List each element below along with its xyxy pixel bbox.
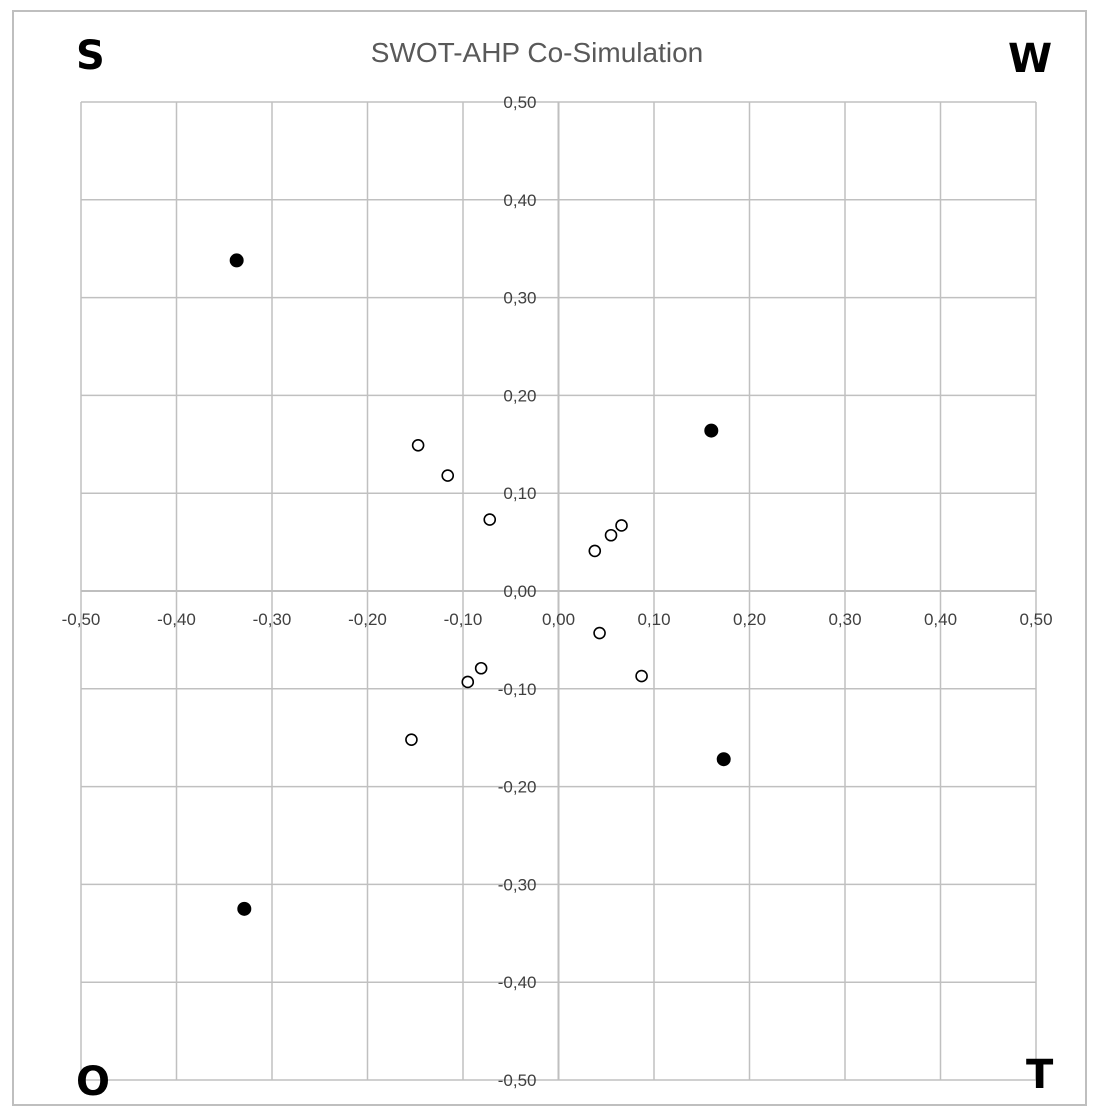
data-point-filled <box>237 901 252 916</box>
chart-title: SWOT-AHP Co-Simulation <box>371 37 703 68</box>
data-point-hollow <box>405 733 418 746</box>
y-tick-label: -0,30 <box>498 875 537 894</box>
data-point-filled <box>704 423 719 438</box>
y-tick-label: 0,40 <box>503 191 536 210</box>
x-tick-label: -0,10 <box>444 610 483 629</box>
x-tick-label: 0,50 <box>1019 610 1052 629</box>
data-point-hollow <box>615 519 628 532</box>
x-tick-label: -0,50 <box>62 610 101 629</box>
x-tick-label: -0,40 <box>157 610 196 629</box>
x-tick-label: 0,30 <box>828 610 861 629</box>
data-point-hollow <box>635 669 648 683</box>
y-tick-label: 0,10 <box>503 484 536 503</box>
data-points <box>229 253 731 916</box>
chart-frame: -0,50 -0,40 -0,30 -0,20 -0,10 0,00 0,10 0,20 0,3… <box>12 10 1087 1106</box>
data-point-filled <box>229 253 244 268</box>
y-tick-label: -0,10 <box>498 680 537 699</box>
quadrant-label-w: W <box>1008 36 1052 82</box>
x-tick-label: 0,10 <box>637 610 670 629</box>
y-tick-label: -0,40 <box>498 973 537 992</box>
x-tick-label: -0,30 <box>253 610 292 629</box>
tick-labels: -0,50 -0,40 -0,30 -0,20 -0,10 0,00 0,10 0,20 0,3… <box>62 93 1053 1090</box>
data-point-hollow <box>474 661 488 675</box>
quadrant-label-t: T <box>1026 1052 1054 1098</box>
data-point-filled <box>716 752 731 767</box>
axis-layer <box>81 102 1036 1080</box>
data-point-hollow <box>593 626 606 640</box>
data-point-hollow <box>441 469 455 482</box>
data-point-hollow <box>588 544 602 558</box>
y-tick-label: -0,50 <box>498 1071 537 1090</box>
data-point-hollow <box>483 513 497 526</box>
y-tick-label: 0,20 <box>503 386 536 405</box>
x-tick-label: 0,00 <box>542 610 575 629</box>
data-point-hollow <box>604 528 618 542</box>
y-tick-label: -0,20 <box>498 778 537 797</box>
x-tick-label: 0,40 <box>924 610 957 629</box>
quadrant-label-o: O <box>76 1059 110 1105</box>
y-tick-label: 0,00 <box>503 582 536 601</box>
quadrant-label-s: S <box>76 33 105 79</box>
y-tick-label: 0,30 <box>503 289 536 308</box>
scatter-chart: -0,50 -0,40 -0,30 -0,20 -0,10 0,00 0,10 0,20 0,3… <box>62 33 1054 1105</box>
y-tick-label: 0,50 <box>503 93 536 112</box>
data-point-hollow <box>411 438 425 452</box>
x-tick-label: 0,20 <box>733 610 766 629</box>
data-point-hollow <box>461 675 475 689</box>
x-tick-label: -0,20 <box>348 610 387 629</box>
